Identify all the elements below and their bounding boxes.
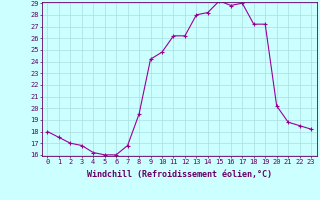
X-axis label: Windchill (Refroidissement éolien,°C): Windchill (Refroidissement éolien,°C) <box>87 170 272 179</box>
